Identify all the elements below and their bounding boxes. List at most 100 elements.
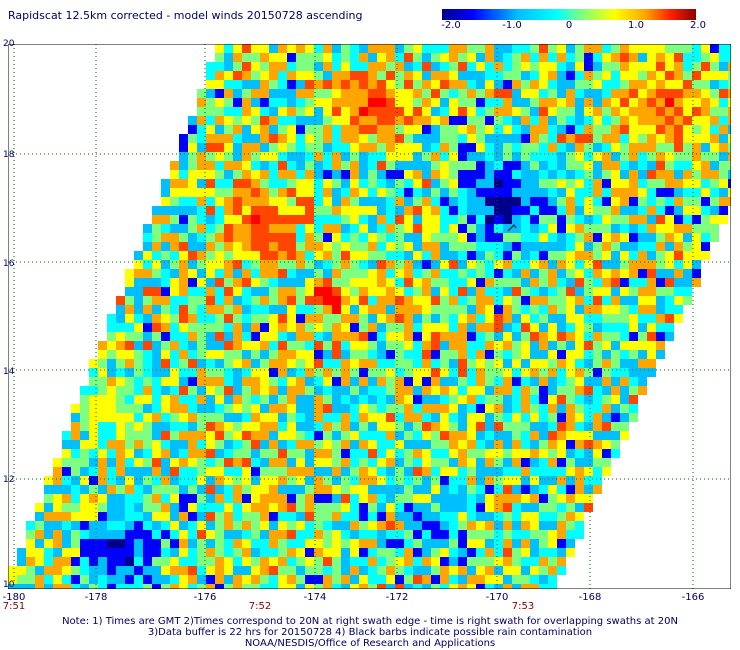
swath-cell — [701, 125, 710, 134]
swath-cell — [260, 287, 269, 296]
swath-cell — [413, 422, 422, 431]
swath-cell — [602, 377, 611, 386]
swath-cell — [404, 512, 413, 521]
swath-cell — [395, 71, 404, 80]
swath-cell — [611, 395, 620, 404]
swath-cell — [683, 62, 692, 71]
swath-cell — [620, 125, 629, 134]
swath-cell — [557, 467, 566, 476]
swath-cell — [98, 431, 107, 440]
swath-cell — [197, 170, 206, 179]
swath-cell — [467, 134, 476, 143]
swath-cell — [98, 467, 107, 476]
swath-cell — [206, 332, 215, 341]
swath-cell — [296, 269, 305, 278]
swath-cell — [413, 233, 422, 242]
swath-cell — [422, 89, 431, 98]
swath-cell — [620, 332, 629, 341]
swath-cell — [332, 422, 341, 431]
swath-cell — [287, 233, 296, 242]
swath-cell — [647, 350, 656, 359]
swath-cell — [557, 512, 566, 521]
swath-cell — [233, 422, 242, 431]
swath-cell — [485, 62, 494, 71]
swath-cell — [611, 71, 620, 80]
swath-cell — [377, 503, 386, 512]
swath-cell — [458, 71, 467, 80]
swath-cell — [557, 377, 566, 386]
swath-cell — [386, 161, 395, 170]
swath-cell — [503, 404, 512, 413]
swath-cell — [656, 251, 665, 260]
swath-cell — [269, 197, 278, 206]
swath-cell — [206, 179, 215, 188]
swath-cell — [521, 521, 530, 530]
swath-cell — [206, 260, 215, 269]
swath-cell — [224, 224, 233, 233]
swath-cell — [548, 341, 557, 350]
swath-cell — [269, 449, 278, 458]
swath-cell — [683, 242, 692, 251]
swath-cell — [728, 98, 731, 107]
swath-cell — [584, 287, 593, 296]
swath-cell — [368, 53, 377, 62]
swath-cell — [404, 449, 413, 458]
swath-cell — [656, 206, 665, 215]
swath-cell — [629, 377, 638, 386]
swath-cell — [278, 251, 287, 260]
swath-cell — [512, 323, 521, 332]
swath-cell — [602, 116, 611, 125]
swath-cell — [431, 413, 440, 422]
swath-cell — [143, 530, 152, 539]
swath-cell — [449, 377, 458, 386]
swath-cell — [143, 467, 152, 476]
swath-cell — [206, 161, 215, 170]
swath-cell — [512, 440, 521, 449]
swath-cell — [404, 548, 413, 557]
swath-cell — [197, 530, 206, 539]
swath-cell — [485, 287, 494, 296]
swath-cell — [377, 269, 386, 278]
swath-cell — [512, 368, 521, 377]
swath-cell — [161, 323, 170, 332]
swath-cell — [179, 323, 188, 332]
swath-cell — [539, 197, 548, 206]
swath-cell — [251, 53, 260, 62]
swath-cell — [188, 323, 197, 332]
swath-cell — [620, 242, 629, 251]
swath-cell — [332, 440, 341, 449]
swath-cell — [224, 287, 233, 296]
swath-cell — [305, 296, 314, 305]
swath-cell — [323, 116, 332, 125]
swath-cell — [377, 305, 386, 314]
swath-cell — [233, 359, 242, 368]
swath-cell — [260, 377, 269, 386]
swath-cell — [404, 296, 413, 305]
swath-cell — [413, 341, 422, 350]
swath-cell — [251, 80, 260, 89]
swath-cell — [188, 404, 197, 413]
swath-cell — [224, 566, 233, 575]
swath-cell — [548, 278, 557, 287]
swath-cell — [242, 62, 251, 71]
swath-cell — [710, 179, 719, 188]
swath-cell — [476, 260, 485, 269]
swath-cell — [710, 224, 719, 233]
swath-cell — [629, 350, 638, 359]
swath-cell — [125, 566, 134, 575]
swath-cell — [341, 161, 350, 170]
swath-cell — [548, 431, 557, 440]
swath-cell — [188, 332, 197, 341]
swath-cell — [305, 359, 314, 368]
swath-cell — [503, 341, 512, 350]
swath-cell — [422, 53, 431, 62]
swath-cell — [35, 503, 44, 512]
swath-cell — [251, 386, 260, 395]
swath-cell — [458, 134, 467, 143]
swath-cell — [368, 368, 377, 377]
swath-cell — [224, 89, 233, 98]
swath-cell — [386, 98, 395, 107]
swath-cell — [566, 287, 575, 296]
swath-cell — [377, 431, 386, 440]
swath-cell — [611, 332, 620, 341]
